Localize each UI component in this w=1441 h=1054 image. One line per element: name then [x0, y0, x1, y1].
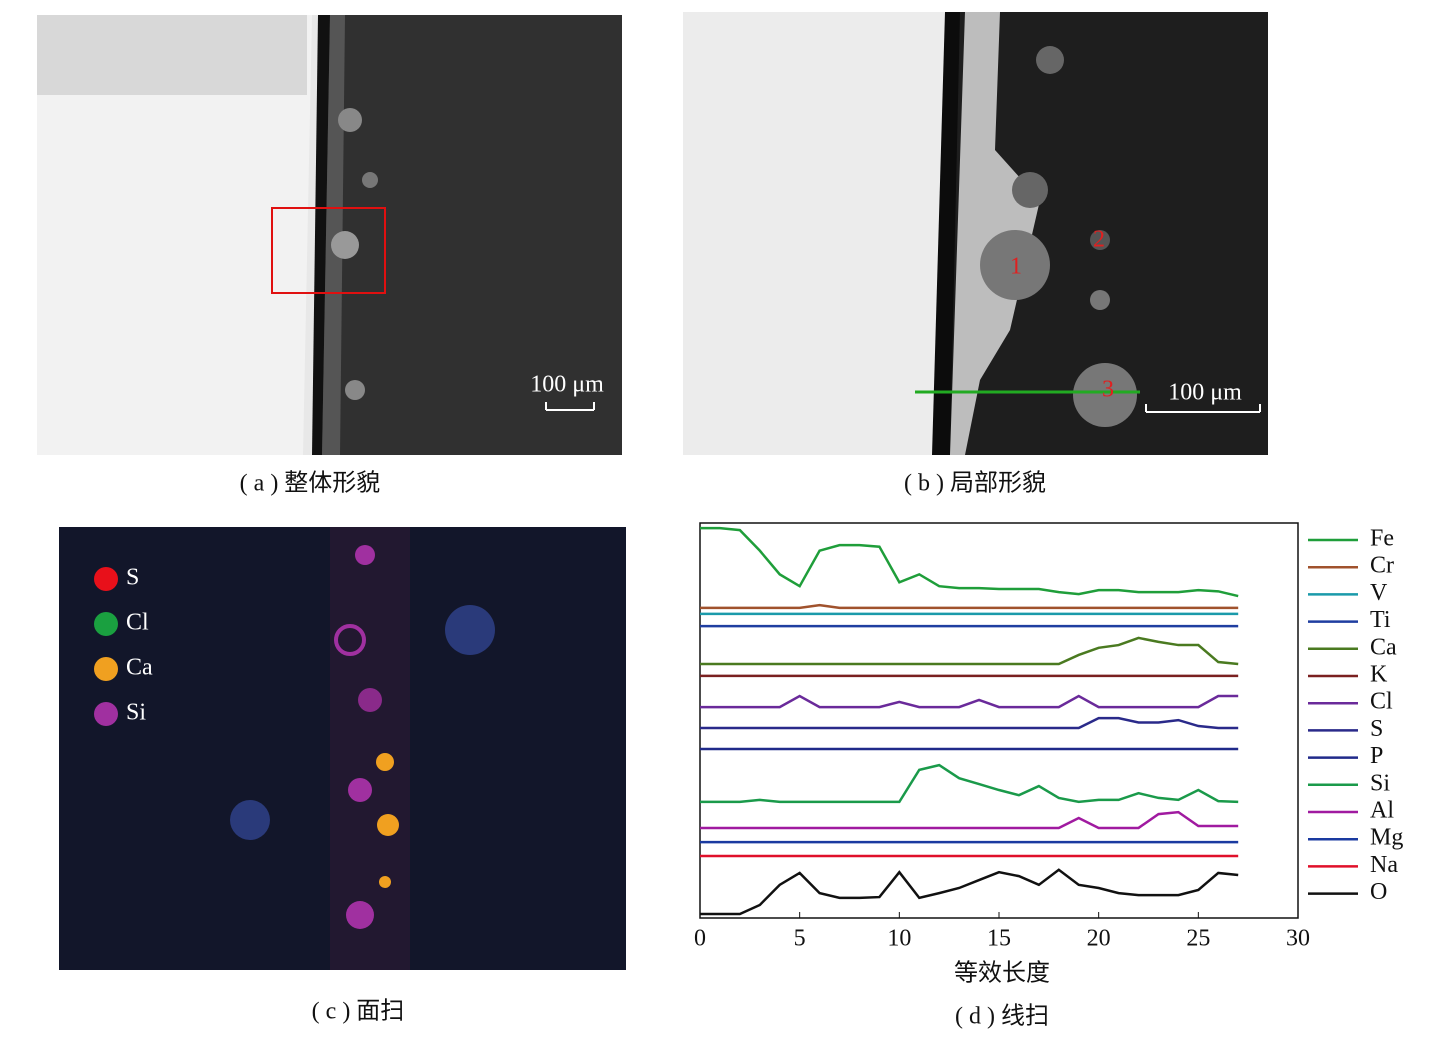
series-line — [700, 636, 1239, 666]
x-tick-label: 10 — [887, 926, 911, 952]
x-axis-label: 等效长度 — [954, 960, 1050, 987]
legend-label: Cl — [126, 610, 149, 636]
legend-label: Cr — [1370, 553, 1394, 579]
plot-frame — [699, 522, 1299, 919]
micrograph-b: 100 μm 1 2 3 — [683, 12, 1268, 455]
micrograph-a: 100 μm — [37, 15, 622, 455]
legend-label: K — [1370, 662, 1388, 688]
point-label: 2 — [1093, 227, 1105, 253]
series-line — [700, 694, 1239, 709]
series-line — [700, 603, 1239, 610]
caption: ( b ) 局部形貌 — [904, 470, 1046, 497]
legend-label: Si — [126, 700, 146, 726]
legend-label: O — [1370, 879, 1387, 905]
point-label: 1 — [1010, 254, 1022, 280]
scale-bar-label: 100 μm — [1168, 380, 1242, 406]
legend-label: Ca — [1370, 634, 1397, 660]
legend-swatch — [94, 702, 118, 726]
legend-label: Fe — [1370, 526, 1394, 552]
caption: ( c ) 面扫 — [312, 998, 405, 1025]
x-tick-label: 20 — [1087, 926, 1111, 952]
legend-label: Al — [1370, 798, 1394, 824]
point-label: 3 — [1102, 377, 1114, 403]
element-map — [59, 527, 626, 970]
series-line — [700, 526, 1239, 598]
legend-label: V — [1370, 580, 1388, 606]
series-line — [700, 763, 1239, 804]
caption: ( d ) 线扫 — [955, 1003, 1049, 1030]
legend-label: Cl — [1370, 689, 1393, 715]
x-tick-label: 25 — [1186, 926, 1210, 952]
legend-label: Si — [1370, 770, 1390, 796]
legend-swatch — [94, 657, 118, 681]
x-tick-label: 0 — [694, 926, 706, 952]
series-line — [700, 716, 1239, 730]
legend-label: S — [126, 565, 139, 591]
x-tick-label: 5 — [794, 926, 806, 952]
legend-label: Ca — [126, 655, 153, 681]
map-legend: S Cl Ca Si — [94, 565, 153, 726]
series-line — [700, 868, 1239, 916]
legend-swatch — [94, 612, 118, 636]
legend-label: Na — [1370, 852, 1398, 878]
legend-swatch — [94, 567, 118, 591]
x-tick-label: 15 — [987, 926, 1011, 952]
legend-label: Mg — [1370, 825, 1403, 851]
caption: ( a ) 整体形貌 — [240, 470, 381, 497]
series-line — [700, 810, 1239, 830]
x-tick-label: 30 — [1286, 926, 1310, 952]
legend-label: Ti — [1370, 607, 1391, 633]
legend-label: P — [1370, 743, 1383, 769]
legend-label: S — [1370, 716, 1383, 742]
scale-bar-label: 100 μm — [530, 372, 604, 398]
